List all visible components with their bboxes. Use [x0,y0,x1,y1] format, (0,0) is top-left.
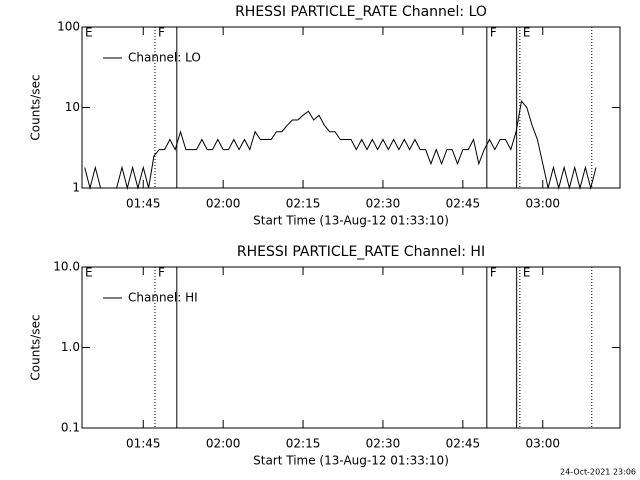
x-tick-label: 01:45 [126,197,161,211]
x-tick-label: 02:00 [206,437,241,451]
x-tick-label: 01:45 [126,437,161,451]
x-axis-label: Start Time (13-Aug-12 01:33:10) [253,454,449,468]
marker-label: F [490,266,497,280]
y-tick-label: 100 [57,20,80,34]
x-tick-label: 03:00 [525,197,560,211]
x-tick-label: 02:30 [366,437,401,451]
x-axis-label: Start Time (13-Aug-12 01:33:10) [253,214,449,228]
y-tick-label: 1 [72,181,80,195]
y-axis-label: Counts/sec [29,314,43,380]
legend-label: Channel: LO [128,51,201,65]
x-tick-label: 03:00 [525,437,560,451]
marker-label: F [158,26,165,40]
marker-label: E [523,26,531,40]
x-tick-label: 02:15 [286,197,321,211]
timestamp: 24-Oct-2021 23:06 [560,468,636,477]
marker-label: F [158,266,165,280]
y-tick-label: 10 [65,100,80,114]
y-axis-label: Counts/sec [29,74,43,140]
marker-label: F [490,26,497,40]
x-tick-label: 02:45 [446,197,481,211]
marker-label: E [85,26,93,40]
chart-title: RHESSI PARTICLE_RATE Channel: HI [237,244,485,260]
marker-label: E [523,266,531,280]
x-tick-label: 02:15 [286,437,321,451]
legend-label: Channel: HI [128,291,198,305]
y-tick-label: 1.0 [61,340,80,354]
marker-label: E [85,266,93,280]
y-tick-label: 0.1 [61,421,80,435]
x-tick-label: 02:00 [206,197,241,211]
data-line [84,99,597,190]
chart-title: RHESSI PARTICLE_RATE Channel: LO [235,4,487,20]
y-tick-label: 10.0 [53,260,80,274]
x-tick-label: 02:45 [446,437,481,451]
x-tick-label: 02:30 [366,197,401,211]
